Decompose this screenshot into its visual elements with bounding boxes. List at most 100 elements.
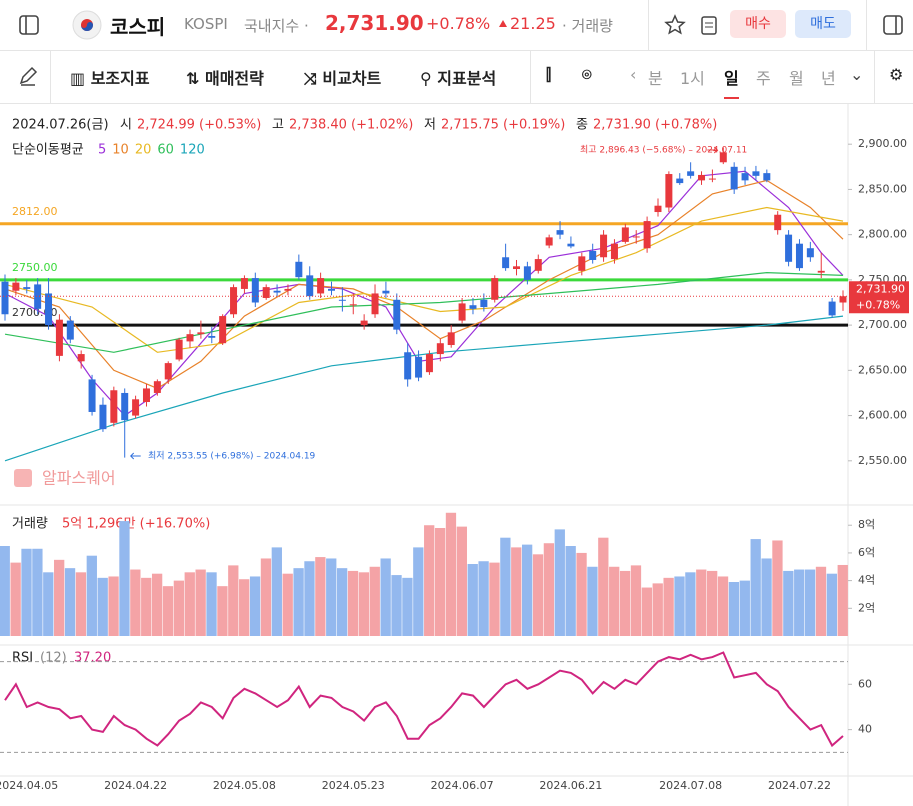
candle-body [425, 354, 433, 373]
index-code: KOSPI [184, 15, 228, 33]
candle-body [338, 299, 346, 301]
volume-bar [783, 570, 794, 636]
panel-icon[interactable] [882, 14, 904, 36]
price-line-label: 2750.00 [12, 261, 58, 274]
y-tick-label: 2,850.00 [858, 182, 907, 195]
candle-body [360, 320, 368, 326]
info-low: 2,715.75 (+0.19%) [441, 118, 565, 133]
toolbar: ▥ 보조지표 ⇅ 매매전략 ⤨ 비교차트 ⚲ 지표분석 ⫿ ⌾ ‹ 분 1시 일… [0, 51, 913, 104]
period[interactable]: 주 [756, 69, 771, 88]
period[interactable]: 월 [789, 69, 804, 88]
legend-entry: 120 [180, 143, 205, 158]
pen-icon[interactable] [18, 66, 38, 86]
info-label: 종 [576, 118, 588, 133]
market: 국내지수 · [244, 17, 309, 35]
volume-bar [478, 561, 489, 636]
period-active[interactable]: 일 [724, 65, 739, 99]
x-tick-label: 2024.07.08 [659, 779, 722, 792]
tool[interactable]: ⇅ 매매전략 [186, 69, 264, 88]
volume-bar [434, 528, 446, 636]
x-tick-label: 2024.07.22 [768, 779, 831, 792]
moving-average [4, 271, 844, 353]
candle-body [317, 278, 325, 294]
tool-label[interactable]: 보조지표 [90, 69, 150, 88]
x-tick-label: 2024.04.22 [104, 779, 167, 792]
tool[interactable]: ⚲ 지표분석 [420, 69, 497, 88]
tool[interactable]: ▥ 보조지표 [70, 69, 150, 88]
moving-average [4, 170, 844, 417]
candle-body [502, 257, 510, 269]
volume-bar [630, 565, 642, 636]
settings-icon[interactable]: ⚙ [889, 65, 904, 84]
candle-body [491, 278, 499, 300]
memo-icon[interactable] [698, 14, 720, 36]
volume-bar [86, 555, 97, 636]
volume-bar [402, 577, 413, 636]
tool-label[interactable]: 지표분석 [437, 69, 497, 88]
candle-body [12, 282, 20, 291]
volume-bar [64, 568, 76, 636]
scroll-left[interactable]: ‹ [630, 65, 637, 84]
volume-bar [336, 568, 348, 636]
volume-bar [358, 572, 370, 636]
y-tick-label: 2,650.00 [858, 363, 907, 376]
volume-bar [293, 568, 304, 636]
divider [866, 0, 867, 50]
high-arrow [707, 146, 718, 154]
divider [874, 51, 875, 103]
candle-body [415, 356, 423, 378]
candle-body [828, 301, 836, 316]
volume-bar [195, 569, 206, 636]
volume-bar [728, 582, 740, 636]
candle-body [806, 248, 814, 258]
period[interactable]: 년 [821, 69, 836, 88]
volume-bar [532, 554, 544, 636]
volume-bar [391, 575, 402, 636]
candle-body [153, 381, 161, 393]
legend-entry: 10 [112, 143, 129, 158]
candle-icon[interactable]: ⫿ [546, 65, 552, 84]
volume-bar [663, 577, 674, 636]
volume-bar [304, 561, 315, 636]
candle-body [730, 166, 738, 190]
volume-bar [609, 566, 620, 636]
tool[interactable]: ⤨ 비교차트 [304, 69, 382, 88]
candle-body [23, 287, 31, 289]
volume-bar [260, 558, 272, 636]
candle-body [240, 278, 248, 289]
info-open: 2,724.99 (+0.53%) [137, 118, 261, 133]
candle-body [208, 335, 216, 338]
candle-body [774, 214, 782, 231]
volume-bar [282, 573, 293, 636]
period[interactable]: 1시 [680, 69, 705, 88]
divider [50, 51, 51, 103]
candle-body [513, 266, 521, 270]
y-tick-label: 8억 [858, 518, 875, 531]
volume-bar [43, 572, 54, 636]
candle-body [567, 243, 575, 247]
sell-button[interactable]: 매도 [795, 10, 851, 38]
legend-entry: 20 [135, 143, 152, 158]
candle-body [523, 266, 531, 280]
tool-label[interactable]: 비교차트 [322, 69, 382, 88]
tool-label[interactable]: 매매전략 [204, 69, 264, 88]
y-tick-label: 2억 [858, 601, 875, 614]
volume-bar [565, 546, 576, 636]
rsi-line [4, 651, 844, 748]
candle-body [230, 287, 238, 315]
candle-body [306, 275, 314, 297]
volume-bar [380, 558, 391, 636]
volume-bar [511, 547, 522, 636]
y-tick-label: 2,800.00 [858, 228, 907, 241]
camera-icon[interactable]: ⌾ [582, 65, 592, 84]
period[interactable]: 분 [648, 69, 663, 88]
buy-button[interactable]: 매수 [730, 10, 786, 38]
dropdown[interactable]: ⌄ [850, 65, 864, 84]
volume-bar [75, 572, 87, 636]
volume-label: · 거래량 [562, 17, 613, 35]
star-icon[interactable] [664, 14, 686, 36]
sidebar-icon[interactable] [18, 14, 40, 36]
y-tick-label: 2,550.00 [858, 454, 907, 467]
